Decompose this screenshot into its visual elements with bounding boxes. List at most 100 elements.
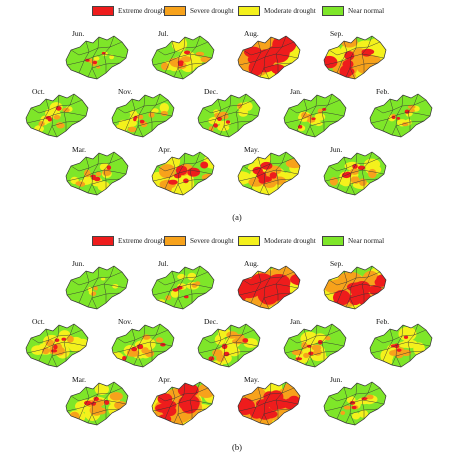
- extreme-drought-area: [361, 397, 368, 401]
- legend-label: Moderate drought: [264, 7, 316, 15]
- district-boundary: [250, 156, 262, 190]
- map-outline: [25, 323, 89, 368]
- severe-drought-area: [38, 121, 45, 127]
- district-boundary: [219, 120, 253, 136]
- extreme-drought-area: [269, 400, 280, 411]
- extreme-drought-area: [295, 357, 303, 361]
- map-outline: [323, 151, 387, 196]
- severe-drought-area: [368, 168, 377, 179]
- drought-map: Dec.: [194, 318, 264, 372]
- district-boundary: [156, 157, 209, 172]
- extreme-drought-area: [267, 44, 290, 63]
- severe-drought-area: [238, 63, 250, 79]
- extreme-drought-area: [61, 337, 67, 341]
- severe-drought-area: [160, 110, 168, 117]
- map-outline: [369, 323, 433, 368]
- extreme-drought-area: [92, 60, 98, 65]
- district-boundary: [70, 271, 123, 286]
- panel-b: Extreme drought Severe drought Moderate dr…: [0, 230, 474, 455]
- moderate-drought-area: [238, 72, 244, 79]
- district-boundary: [70, 387, 123, 402]
- moderate-drought-area: [112, 351, 124, 364]
- month-label: Mar.: [72, 145, 86, 154]
- district-boundary: [391, 120, 425, 136]
- extreme-drought-area: [352, 164, 358, 169]
- severe-drought-area: [93, 286, 98, 291]
- drought-map: Aug.: [234, 30, 304, 84]
- map-outline: [65, 381, 129, 426]
- map-outline: [323, 381, 387, 426]
- severe-drought-area: [53, 114, 61, 120]
- drought-map-svg: [65, 381, 129, 426]
- legend-swatch: [238, 236, 260, 246]
- severe-drought-area: [45, 339, 55, 347]
- legend-swatch: [238, 6, 260, 16]
- map-outline: [237, 151, 301, 196]
- district-boundary: [210, 328, 222, 362]
- district-boundary: [345, 292, 379, 308]
- map-outline: [151, 381, 215, 426]
- map-outline: [237, 265, 301, 310]
- severe-drought-area: [409, 108, 415, 113]
- extreme-drought-area: [357, 165, 366, 170]
- severe-drought-area: [401, 122, 409, 127]
- district-boundary: [242, 157, 295, 172]
- drought-map-svg: [25, 323, 89, 368]
- severe-drought-area: [142, 334, 151, 340]
- moderate-drought-area: [159, 103, 169, 113]
- district-boundary: [30, 329, 83, 344]
- district-boundary: [259, 408, 293, 424]
- district-boundary: [238, 53, 299, 66]
- district-boundary: [133, 120, 167, 136]
- extreme-drought-area: [252, 166, 263, 175]
- month-label: Apr.: [158, 145, 172, 154]
- district-boundary: [336, 40, 348, 74]
- moderate-drought-area: [401, 339, 418, 349]
- district-boundary: [374, 99, 427, 114]
- legend-swatch: [322, 236, 344, 246]
- moderate-drought-area: [87, 286, 93, 292]
- panel-caption: (b): [232, 442, 242, 452]
- extreme-drought-area: [50, 349, 58, 353]
- drought-map: Aug.: [234, 260, 304, 314]
- district-boundary: [259, 62, 293, 78]
- severe-drought-area: [109, 392, 123, 401]
- extreme-drought-area: [168, 179, 178, 185]
- severe-drought-area: [218, 111, 229, 117]
- drought-map: Dec.: [194, 88, 264, 142]
- month-label: Sep.: [330, 29, 344, 38]
- district-boundary: [324, 399, 385, 412]
- drought-map-svg: [111, 93, 175, 138]
- district-boundary: [238, 169, 299, 182]
- drought-map-svg: [65, 151, 129, 196]
- district-boundary: [198, 341, 259, 354]
- map-outline: [369, 93, 433, 138]
- near-normal-area: [370, 94, 432, 137]
- legend-swatch: [92, 236, 114, 246]
- moderate-drought-area: [151, 108, 159, 114]
- extreme-drought-area: [176, 285, 183, 290]
- extreme-drought-area: [283, 398, 296, 410]
- extreme-drought-area: [256, 399, 272, 409]
- month-label: Jun.: [72, 259, 85, 268]
- severe-drought-area: [180, 56, 192, 63]
- month-label: Apr.: [158, 375, 172, 384]
- extreme-drought-area: [289, 273, 300, 286]
- district-boundary: [391, 350, 425, 366]
- severe-drought-area: [62, 107, 70, 113]
- drought-map-svg: [323, 35, 387, 80]
- district-boundary: [382, 98, 394, 132]
- drought-map: Oct.: [22, 318, 92, 372]
- severe-drought-area: [232, 338, 244, 345]
- extreme-drought-area: [208, 356, 215, 361]
- extreme-drought-area: [403, 335, 409, 339]
- extreme-drought-area: [139, 119, 145, 124]
- drought-map-svg: [197, 93, 261, 138]
- district-boundary: [156, 387, 209, 402]
- drought-map: Nov.: [108, 88, 178, 142]
- extreme-drought-area: [131, 346, 138, 352]
- drought-map-svg: [25, 93, 89, 138]
- moderate-drought-area: [109, 54, 114, 60]
- extreme-drought-area: [311, 117, 316, 120]
- legend-swatch: [164, 6, 186, 16]
